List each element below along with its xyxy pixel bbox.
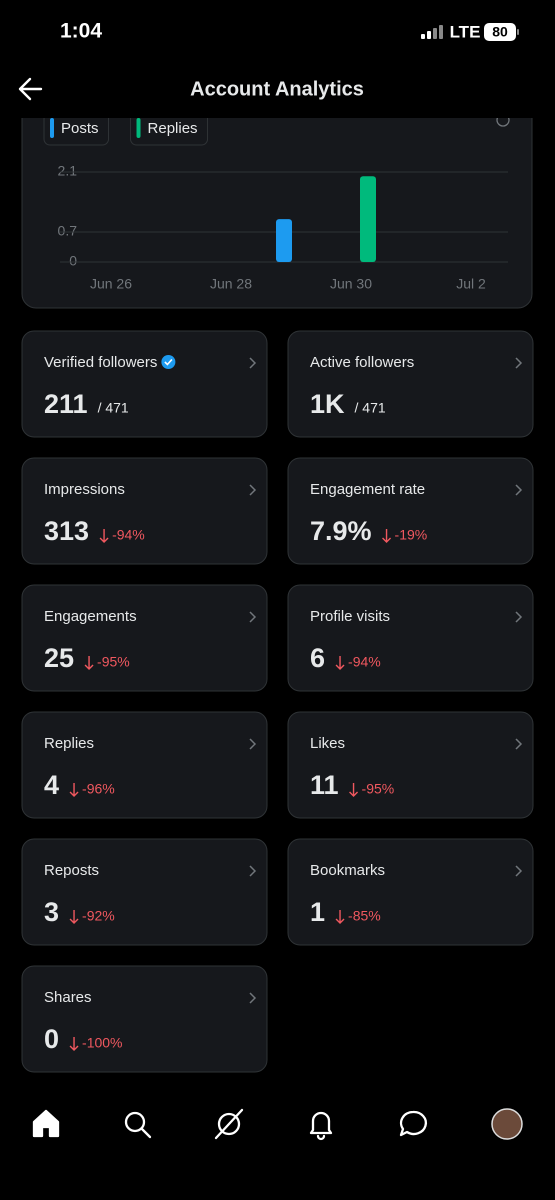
metric-change: -85% — [348, 908, 381, 924]
chevron — [515, 611, 523, 623]
metric-label: Reposts — [44, 862, 99, 879]
search-tab[interactable] — [124, 1111, 152, 1139]
metric-change: -94% — [348, 654, 381, 670]
down-arrow — [349, 783, 359, 797]
legend-swatch — [136, 118, 141, 138]
chevron — [515, 738, 523, 750]
metric-value: 0 — [44, 1024, 59, 1054]
metric-label: Engagement rate — [310, 481, 425, 498]
messages-tab[interactable] — [399, 1110, 427, 1137]
metric-change: -95% — [97, 654, 130, 670]
metric-label: Active followers — [310, 354, 414, 371]
metric-value: 211 — [44, 389, 88, 419]
verified-badge — [161, 355, 176, 369]
metric-card[interactable] — [287, 330, 534, 438]
metric-total: / 471 — [98, 400, 129, 416]
metric-value: 4 — [44, 770, 59, 800]
x-tick-label: Jun 28 — [210, 276, 252, 292]
battery-level: 80 — [492, 24, 508, 40]
chevron — [515, 484, 523, 496]
metric-cards: Verified followers 211 / 471 Active followe… — [21, 330, 534, 1073]
battery-tip — [517, 29, 519, 35]
legend-swatch — [50, 118, 54, 138]
profile-avatar[interactable] — [491, 1108, 523, 1140]
back-button[interactable] — [18, 77, 43, 101]
chart: Posts Replies 0 0.7 2.1 Jun 26 Jun 28 Jun 30 Jul… — [43, 112, 508, 292]
x-tick-label: Jun 30 — [330, 276, 372, 292]
metric-change: -92% — [82, 908, 115, 924]
bar — [276, 219, 292, 262]
signal-icon — [421, 25, 443, 39]
down-arrow — [335, 656, 345, 670]
down-arrow — [335, 910, 345, 924]
metric-change: -94% — [112, 527, 145, 543]
metric-change: -96% — [82, 781, 115, 797]
metric-value: 7.9% — [310, 516, 372, 546]
down-arrow — [69, 910, 79, 924]
down-arrow — [382, 529, 392, 543]
down-arrow — [84, 656, 94, 670]
x-tick-label: Jul 2 — [456, 276, 486, 292]
metric-card[interactable] — [21, 711, 268, 819]
metric-value: 3 — [44, 897, 59, 927]
metric-label: Bookmarks — [310, 862, 385, 879]
metric-card[interactable] — [21, 584, 268, 692]
metric-total: / 471 — [355, 400, 386, 416]
chevron — [249, 865, 257, 877]
chevron — [249, 484, 257, 496]
network-label: LTE — [450, 22, 481, 41]
chevron — [249, 992, 257, 1004]
metric-value: 1K — [310, 389, 345, 419]
bottom-nav — [32, 1108, 523, 1141]
metric-change: -100% — [82, 1035, 122, 1051]
metric-label: Replies — [44, 735, 94, 752]
metric-label: Engagements — [44, 608, 137, 625]
chevron — [249, 611, 257, 623]
metric-card[interactable] — [21, 457, 268, 565]
chevron — [249, 738, 257, 750]
chevron — [515, 357, 523, 369]
down-arrow — [69, 783, 79, 797]
metric-label: Verified followers — [44, 354, 157, 371]
metric-card[interactable] — [21, 965, 268, 1073]
status-time: 1:04 — [60, 20, 102, 43]
metric-card[interactable] — [287, 711, 534, 819]
battery-icon — [484, 23, 516, 41]
y-tick-label: 0 — [69, 253, 77, 269]
page-title: Account Analytics — [190, 78, 364, 100]
metric-label: Profile visits — [310, 608, 390, 625]
chevron — [515, 865, 523, 877]
y-tick-label: 2.1 — [58, 163, 78, 179]
metric-card[interactable] — [287, 838, 534, 946]
metric-card[interactable] — [287, 584, 534, 692]
x-tick-label: Jun 26 — [90, 276, 132, 292]
grok-tab[interactable] — [214, 1108, 244, 1140]
bar — [360, 176, 376, 262]
home-tab[interactable] — [32, 1109, 60, 1138]
metric-label: Shares — [44, 989, 92, 1006]
down-arrow — [99, 529, 109, 543]
metric-value: 11 — [310, 770, 339, 800]
metric-card[interactable] — [287, 457, 534, 565]
metric-change: -95% — [362, 781, 395, 797]
metric-card[interactable] — [21, 330, 268, 438]
notifications-tab[interactable] — [309, 1111, 333, 1141]
metric-value: 1 — [310, 897, 325, 927]
metric-value: 313 — [44, 516, 89, 546]
legend-label: Posts — [61, 120, 99, 137]
header-bar — [0, 0, 555, 118]
metric-label: Impressions — [44, 481, 125, 498]
metric-change: -19% — [395, 527, 428, 543]
y-tick-label: 0.7 — [58, 223, 78, 239]
chevron — [249, 357, 257, 369]
metric-value: 25 — [44, 643, 74, 673]
verified-check — [164, 358, 173, 366]
metric-card[interactable] — [21, 838, 268, 946]
down-arrow — [69, 1037, 79, 1051]
metric-value: 6 — [310, 643, 325, 673]
metric-label: Likes — [310, 735, 345, 752]
legend-label: Replies — [148, 120, 198, 137]
